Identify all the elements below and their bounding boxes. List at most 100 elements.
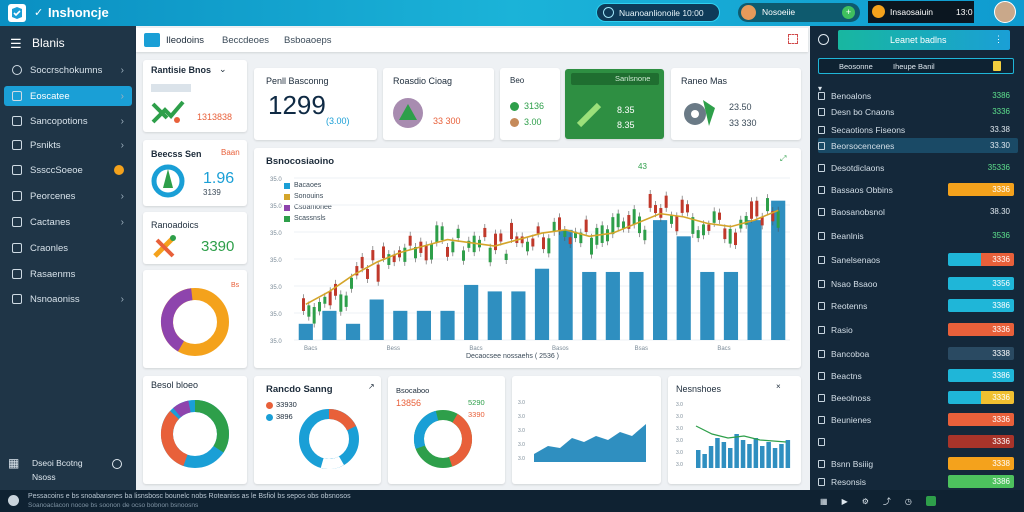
expand-icon[interactable]: ⤢ bbox=[780, 154, 787, 163]
sidebar-item[interactable]: Craonles bbox=[4, 238, 132, 258]
right-panel-row[interactable]: Reotenns 3386 bbox=[818, 298, 1018, 313]
candle bbox=[584, 219, 588, 232]
right-panel-row[interactable]: Beunienes 3336 bbox=[818, 412, 1018, 427]
filter-left: Beosonne bbox=[839, 62, 873, 71]
right-panel-row[interactable]: Desn bo Cnaons 3336 bbox=[818, 104, 1018, 119]
card-value: 13856 bbox=[396, 398, 422, 408]
sidebar-item[interactable]: Nsnoaoniss › bbox=[4, 289, 132, 309]
sidebar-item[interactable]: Rasaenms bbox=[4, 264, 132, 284]
account-box[interactable]: Insaosaiuin 13:0 bbox=[868, 1, 974, 23]
play-icon[interactable]: ▶ bbox=[841, 496, 848, 506]
sidebar-item[interactable]: Eoscatee › bbox=[4, 86, 132, 106]
candle bbox=[408, 235, 412, 246]
mini-bar-chart: 3.0 3.0 3.0 3.0 3.0 3.0 bbox=[676, 402, 791, 468]
sidebar-item[interactable]: Psnikts › bbox=[4, 135, 132, 155]
bar bbox=[753, 438, 759, 468]
candle bbox=[446, 246, 449, 257]
panel-header[interactable]: Leanet badlns ⋮ bbox=[838, 30, 1010, 50]
bar bbox=[747, 444, 752, 468]
row-value: 3336 bbox=[948, 413, 1014, 426]
row-icon bbox=[818, 279, 825, 288]
more-icon[interactable]: ⋮ bbox=[994, 34, 1003, 44]
user-icon bbox=[8, 495, 19, 506]
main-chart-card: Bsnocosiaoino 43 ⤢ Bacaoes Sonouins Csoa… bbox=[254, 148, 801, 368]
settings-icon[interactable]: ⚙ bbox=[861, 496, 869, 506]
donut-chart bbox=[161, 400, 229, 468]
tab-1[interactable]: Ileodoins bbox=[166, 35, 205, 46]
filter-icon[interactable]: ▾ bbox=[818, 84, 823, 93]
bar bbox=[345, 323, 361, 340]
info-icon[interactable] bbox=[112, 459, 122, 469]
sidebar-item[interactable]: Cactanes › bbox=[4, 212, 132, 232]
sidebar-item[interactable]: SssccSoeoe bbox=[4, 160, 132, 180]
search-icon[interactable] bbox=[818, 34, 829, 45]
status-pill[interactable]: Nuanoanlionoile 10:00 bbox=[596, 3, 720, 22]
candle bbox=[611, 217, 615, 235]
bar bbox=[723, 271, 739, 340]
chevron-right-icon: › bbox=[120, 139, 124, 151]
close-icon[interactable]: × bbox=[776, 382, 781, 391]
right-panel-row[interactable]: Beactns 3386 bbox=[818, 368, 1018, 383]
right-panel-row[interactable]: Bancoboa 3338 bbox=[818, 346, 1018, 361]
status-icon[interactable] bbox=[925, 496, 936, 506]
right-panel-row[interactable]: Secaotions Fiseons 33.38 bbox=[818, 122, 1018, 137]
kpi-sub: (3.00) bbox=[326, 116, 350, 126]
right-panel-row[interactable]: Beorsocencenes 33.30 bbox=[818, 138, 1018, 153]
y-tick-label: 35.0 bbox=[270, 258, 282, 264]
grid-icon[interactable]: ▦ bbox=[8, 456, 20, 470]
bar bbox=[740, 440, 746, 468]
main-chart-svg: 35.0 35.0 35.0 35.0 35.0 35.0 35.0 Bacs Bess Bacs… bbox=[270, 177, 790, 352]
right-panel-row[interactable]: Rasio 3336 bbox=[818, 322, 1018, 337]
kpi-value: 33 300 bbox=[433, 116, 461, 126]
row-value: 3536 bbox=[948, 229, 1014, 242]
candle bbox=[435, 225, 439, 243]
chevron-down-icon[interactable]: ⌄ bbox=[219, 64, 227, 74]
share-icon[interactable]: ⤴ bbox=[882, 496, 891, 506]
y-tick-label: 3.0 bbox=[518, 456, 525, 462]
footer-line2: Soanoaclacon nocoe bs soonon de ocso bob… bbox=[28, 502, 199, 509]
right-panel-row[interactable]: Beanlnis 3536 bbox=[818, 228, 1018, 243]
row-icon bbox=[818, 393, 825, 402]
filter-mid: Iheupe Banil bbox=[893, 62, 935, 71]
row-value: 3386 bbox=[948, 369, 1014, 382]
right-panel-row[interactable]: Benoalons 3386 bbox=[818, 88, 1018, 103]
right-panel-row[interactable]: Baosanobsnol 38.30 bbox=[818, 204, 1018, 219]
sidebar-item[interactable]: Sancopotions › bbox=[4, 111, 132, 131]
sidebar-item[interactable]: Soccrschokumns › bbox=[4, 60, 132, 80]
right-panel-row[interactable]: 3336 bbox=[818, 434, 1018, 449]
table-icon[interactable] bbox=[144, 33, 160, 47]
expand-icon[interactable] bbox=[788, 34, 798, 44]
row-icon bbox=[818, 185, 825, 194]
row-icon bbox=[818, 255, 825, 264]
right-panel-row[interactable]: Nsao Bsaoo 3356 bbox=[818, 276, 1018, 291]
sidebar-item[interactable]: Peorcenes › bbox=[4, 186, 132, 206]
logo-icon[interactable] bbox=[8, 4, 26, 22]
bar bbox=[393, 310, 408, 340]
filter-bar[interactable]: Beosonne Iheupe Banil bbox=[818, 58, 1014, 74]
tab-3[interactable]: Bsboaoeps bbox=[284, 35, 332, 46]
grid-icon[interactable]: ▦ bbox=[820, 496, 828, 506]
right-panel-row[interactable]: Bassaos Obbins 3336 bbox=[818, 182, 1018, 197]
profile-avatar[interactable] bbox=[994, 1, 1016, 23]
right-panel-row[interactable]: Beeolnoss 3336 bbox=[818, 390, 1018, 405]
clock-icon[interactable]: ◷ bbox=[904, 496, 912, 506]
card-badge: Baan bbox=[221, 148, 240, 157]
right-panel-row[interactable]: Desotdiclaons 35336 bbox=[818, 160, 1018, 175]
row-value: 35336 bbox=[948, 161, 1014, 174]
right-panel-row[interactable]: Bsnn Bsiiig 3338 bbox=[818, 456, 1018, 471]
toolbar: Ileodoins Beccdeoes Bsboaoeps bbox=[136, 28, 808, 52]
row-icon bbox=[818, 371, 825, 380]
candle bbox=[488, 247, 492, 263]
row-label: Beunienes bbox=[831, 414, 872, 425]
right-panel-row[interactable]: Sanelsenaos 3336 bbox=[818, 252, 1018, 267]
user-pill[interactable]: Nosoeiie + bbox=[738, 3, 860, 22]
candle bbox=[494, 233, 497, 251]
x-tick-label: Bacs bbox=[717, 346, 730, 352]
right-panel-row[interactable]: Resonsis 3386 bbox=[818, 474, 1018, 489]
menu-icon[interactable]: ☰ bbox=[10, 36, 22, 51]
donut-chart bbox=[414, 410, 472, 468]
tab-2[interactable]: Beccdeoes bbox=[222, 35, 270, 46]
row-icon bbox=[818, 459, 825, 468]
add-icon[interactable]: + bbox=[842, 6, 855, 19]
expand-icon[interactable]: ↗ bbox=[368, 382, 375, 391]
